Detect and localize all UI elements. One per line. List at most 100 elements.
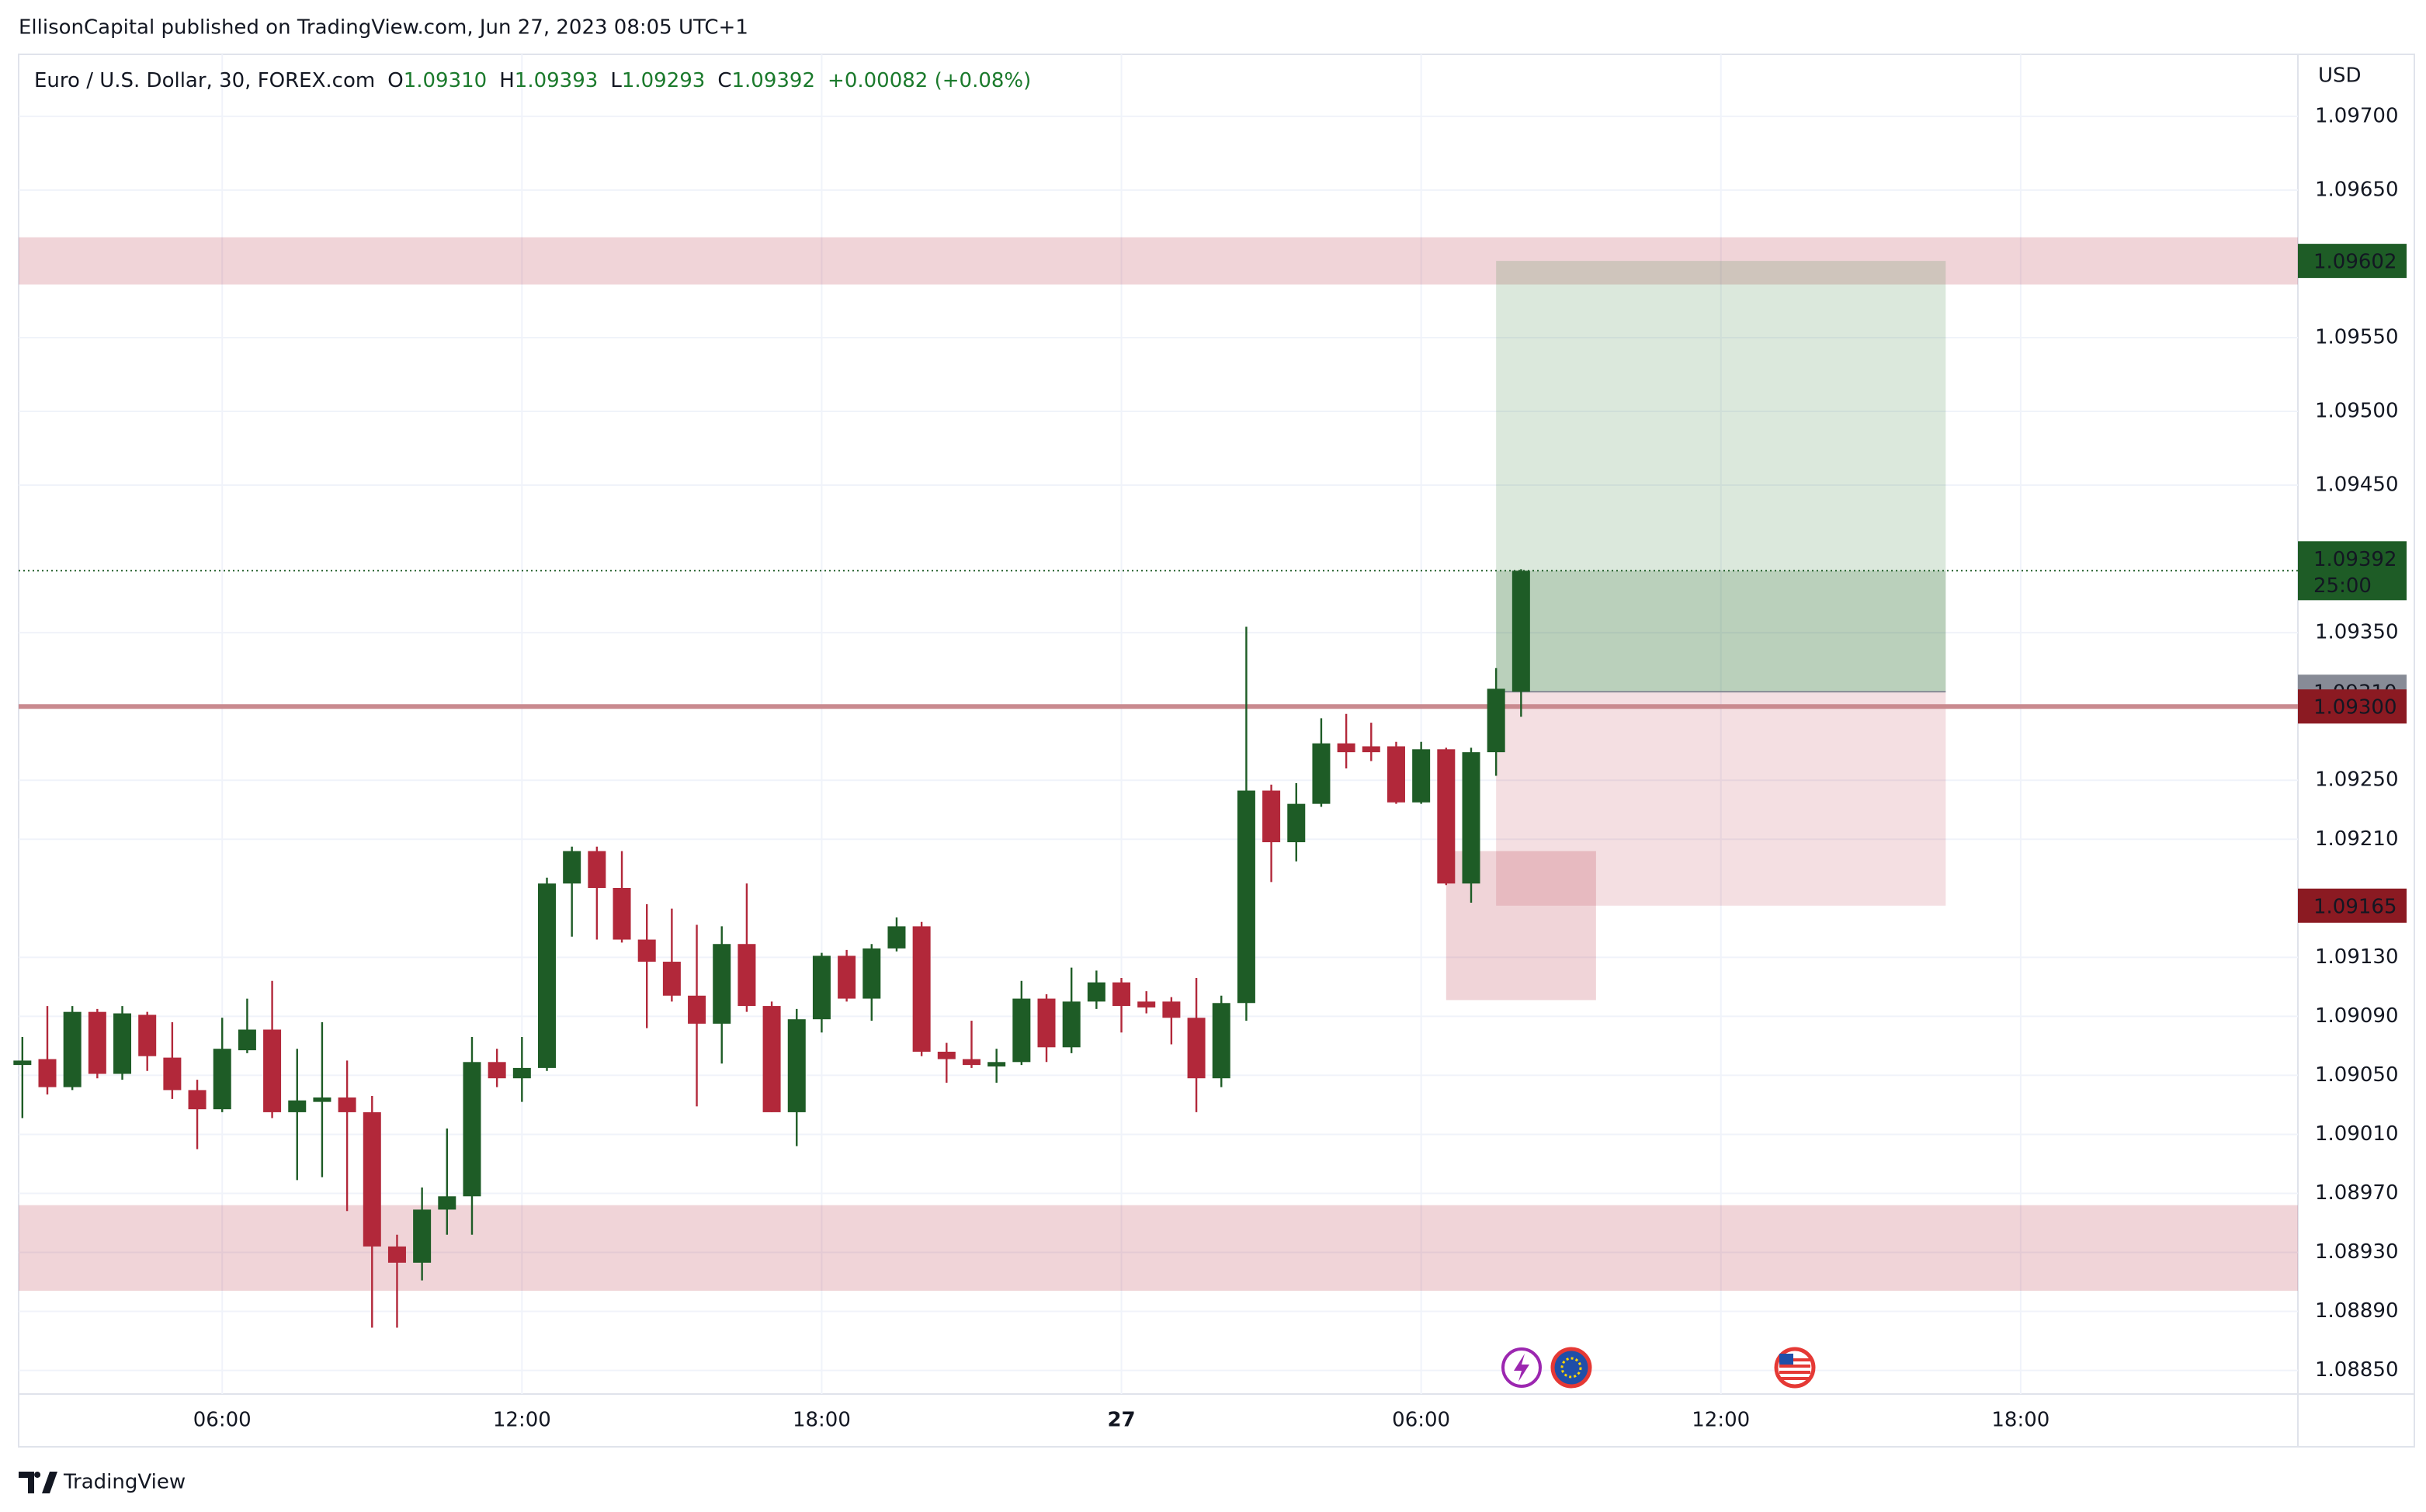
candle-body (962, 1059, 980, 1066)
candle-body (338, 1097, 356, 1112)
y-tick-label: 1.08850 (2315, 1358, 2399, 1382)
candle-body (662, 962, 681, 996)
candle-body (1437, 749, 1456, 884)
y-tick-label: 1.09650 (2315, 178, 2399, 201)
candle-body (1062, 1001, 1081, 1048)
candle-body (463, 1062, 481, 1197)
candle-body (1087, 982, 1105, 1002)
y-tick-label: 1.09700 (2315, 104, 2399, 127)
candle-body (688, 995, 706, 1024)
legend-key: C (717, 69, 731, 92)
price-label-box (2298, 541, 2407, 601)
y-tick-label: 1.09450 (2315, 473, 2399, 497)
candle-body (438, 1196, 456, 1210)
candle-body (213, 1049, 231, 1110)
candle-body (563, 851, 581, 884)
candle-body (862, 948, 881, 999)
candle-body (138, 1014, 157, 1056)
zone (19, 237, 2298, 285)
candle-body (1462, 752, 1480, 884)
y-tick-label: 1.09500 (2315, 400, 2399, 423)
legend-key: H (499, 69, 515, 92)
candle-body (1012, 998, 1031, 1063)
candle-body (762, 1006, 781, 1112)
price-label: 1.09602 (2313, 251, 2397, 274)
us-canton (1779, 1354, 1793, 1365)
tv-logo (19, 1472, 57, 1493)
candle-body (1137, 1001, 1156, 1007)
candle-body (113, 1013, 132, 1074)
candle-body (538, 883, 557, 1068)
x-tick-label: 06:00 (193, 1409, 252, 1432)
x-tick-label: 06:00 (1392, 1409, 1450, 1432)
y-tick-label: 1.09550 (2315, 325, 2399, 349)
byline: EllisonCapital published on TradingView.… (19, 16, 748, 40)
candle-body (1511, 570, 1530, 692)
y-tick-label: 1.09350 (2315, 621, 2399, 644)
legend-value: 1.09293 (622, 69, 706, 92)
zone (19, 1205, 2298, 1291)
eu-stars (1560, 1357, 1582, 1378)
candle-body (1362, 746, 1380, 753)
x-tick-label: 12:00 (1692, 1409, 1750, 1432)
candle-body (1387, 746, 1405, 803)
candle-body (812, 955, 831, 1020)
price-label-box (2298, 689, 2407, 724)
position-target (1496, 261, 1946, 692)
event-icon-bolt (1514, 1354, 1529, 1382)
candle-body (238, 1029, 256, 1051)
candle-body (512, 1067, 531, 1079)
y-tick-label: 1.09250 (2315, 768, 2399, 792)
candle-body (613, 887, 631, 940)
candle-body (188, 1090, 207, 1110)
candle-body (1037, 998, 1056, 1048)
candle-body (912, 926, 931, 1052)
price-label-box (2298, 888, 2407, 923)
candle-body (787, 1019, 806, 1112)
y-tick-label: 1.09090 (2315, 1004, 2399, 1028)
change: +0.00082 (+0.08%) (828, 69, 1031, 92)
legend-value: 1.09393 (515, 69, 599, 92)
candle-body (88, 1011, 106, 1074)
candle-body (713, 944, 731, 1024)
legend-value: 1.09392 (732, 69, 816, 92)
candle-body (937, 1051, 956, 1059)
price-label-countdown: 25:00 (2313, 574, 2372, 598)
candle-body (313, 1097, 331, 1102)
footer-logo: TradingView (19, 1471, 186, 1494)
position-open-profit (1496, 570, 1946, 692)
y-tick-label: 1.09050 (2315, 1063, 2399, 1087)
candle-body (1337, 743, 1355, 753)
y-tick-label: 1.09130 (2315, 945, 2399, 969)
candle-body (263, 1029, 282, 1112)
price-label: 1.09165 (2313, 895, 2397, 918)
y-tick-label: 1.08890 (2315, 1299, 2399, 1323)
axes: 1.09700 1.09650 1.09550 1.09500 1.09450 1.093… (193, 104, 2407, 1432)
legend-key: O (387, 69, 403, 92)
x-tick-label: 18:00 (793, 1409, 851, 1432)
candle-body (738, 944, 756, 1007)
symbol-header: Euro / U.S. Dollar, 30, FOREX.com O1.0931… (34, 69, 1031, 92)
legend-key: L (610, 69, 622, 92)
grid (19, 54, 2298, 1394)
y-tick-label: 1.08930 (2315, 1240, 2399, 1264)
candle-body (488, 1062, 506, 1079)
candle-body (1212, 1003, 1230, 1079)
candle-body (838, 955, 856, 999)
legend-value: 1.09310 (404, 69, 488, 92)
candle-body (1487, 688, 1505, 753)
event-icons (1501, 1347, 1816, 1389)
event-icon (1550, 1347, 1592, 1389)
candle-body (1262, 790, 1281, 843)
price-label: 1.09300 (2313, 696, 2397, 720)
symbol: Euro / U.S. Dollar, 30, FOREX.com (34, 69, 375, 92)
y-tick-label: 1.09010 (2315, 1122, 2399, 1146)
position-stop (1496, 692, 1946, 906)
candle-body (1312, 743, 1331, 804)
candle-body (887, 926, 906, 948)
candle-body (413, 1209, 432, 1263)
candle-body (637, 939, 656, 962)
price-label-box (2298, 244, 2407, 279)
candles (13, 569, 1530, 1328)
